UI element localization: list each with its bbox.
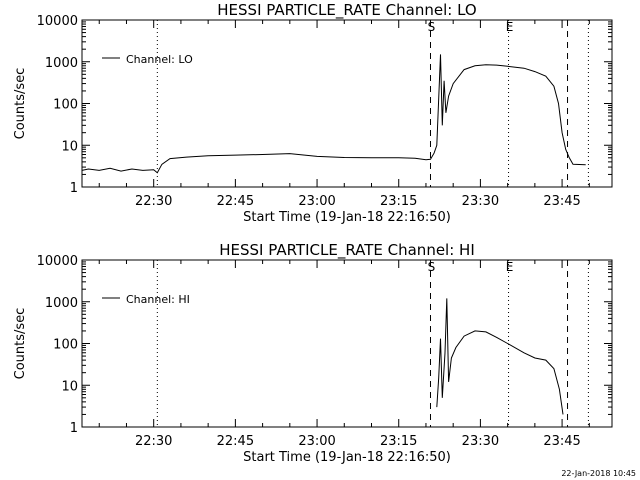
x-tick-label: 22:45	[217, 194, 254, 209]
x-tick-label: 23:45	[543, 434, 580, 449]
y-tick-label: 1	[70, 181, 78, 196]
plot-timestamp: 22-Jan-2018 10:45	[561, 469, 636, 478]
y-tick-label: 100	[53, 98, 78, 113]
y-tick-label: 10	[61, 379, 78, 394]
y-tick-label: 10	[61, 139, 78, 154]
y-axis-label: Counts/sec	[13, 68, 28, 140]
x-tick-label: 22:30	[135, 434, 172, 449]
y-axis-label: Counts/sec	[13, 308, 28, 380]
x-axis-label: Start Time (19-Jan-18 22:16:50)	[243, 210, 451, 225]
y-tick-label: 1000	[45, 296, 78, 311]
marker-label-e: E	[506, 260, 514, 274]
marker-label-s: S	[428, 260, 436, 274]
legend-label: Channel: LO	[126, 53, 193, 66]
series-line	[81, 54, 586, 174]
x-tick-label: 23:45	[543, 194, 580, 209]
x-tick-label: 22:45	[217, 434, 254, 449]
series-line	[436, 298, 564, 415]
x-tick-label: 22:30	[135, 194, 172, 209]
marker-label-s: S	[428, 20, 436, 34]
x-tick-label: 23:15	[380, 194, 417, 209]
x-axis-label: Start Time (19-Jan-18 22:16:50)	[243, 450, 451, 465]
x-tick-label: 23:15	[380, 434, 417, 449]
plot-frame	[81, 19, 613, 188]
marker-label-e: E	[506, 20, 514, 34]
chart-title: HESSI PARTICLE_RATE Channel: HI	[219, 241, 475, 260]
y-tick-label: 100	[53, 338, 78, 353]
y-tick-label: 10000	[37, 254, 78, 269]
x-tick-label: 23:30	[462, 434, 499, 449]
x-tick-label: 23:30	[462, 194, 499, 209]
x-tick-label: 23:00	[298, 194, 335, 209]
x-tick-label: 23:00	[298, 434, 335, 449]
legend-label: Channel: HI	[126, 293, 190, 306]
chart-title: HESSI PARTICLE_RATE Channel: LO	[217, 1, 476, 20]
plot-frame	[81, 259, 613, 428]
chart-panel-1: HESSI PARTICLE_RATE Channel: LO Counts/se…	[13, 1, 613, 225]
y-tick-label: 1000	[45, 56, 78, 71]
y-tick-label: 1	[70, 421, 78, 436]
chart-panel-2: HESSI PARTICLE_RATE Channel: HI Counts/se…	[13, 241, 613, 465]
y-tick-label: 10000	[37, 14, 78, 29]
